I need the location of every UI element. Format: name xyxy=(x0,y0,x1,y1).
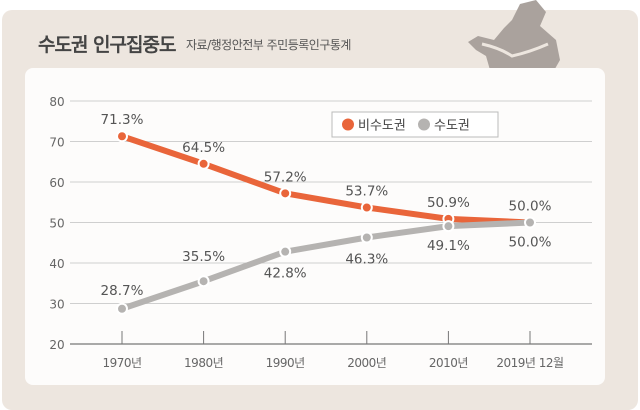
y-tick-label: 30 xyxy=(49,298,64,312)
x-tick-label: 1980년 xyxy=(184,356,223,370)
data-label: 49.1% xyxy=(427,238,470,254)
y-tick-label: 20 xyxy=(49,338,64,352)
x-tick-label: 2010년 xyxy=(429,356,468,370)
data-label: 64.5% xyxy=(182,140,225,156)
y-tick-label: 50 xyxy=(49,217,64,231)
data-point xyxy=(524,216,536,229)
data-point xyxy=(442,220,455,233)
data-label: 57.2% xyxy=(264,169,307,185)
legend-label: 수도권 xyxy=(434,119,470,134)
y-tick-label: 60 xyxy=(49,176,64,190)
y-tick-label: 40 xyxy=(49,257,64,271)
data-point xyxy=(279,187,292,200)
data-label: 50.0% xyxy=(509,199,552,215)
data-label: 50.9% xyxy=(427,195,470,211)
data-label: 53.7% xyxy=(345,184,388,200)
x-tick-label: 1990년 xyxy=(266,356,305,370)
x-tick-label: 2000년 xyxy=(347,356,386,370)
data-label: 71.3% xyxy=(101,112,144,128)
y-tick-label: 70 xyxy=(49,136,64,150)
y-tick-label: 80 xyxy=(49,95,64,109)
data-point xyxy=(116,302,128,315)
x-tick-label: 2019년 12월 xyxy=(496,356,563,370)
data-point xyxy=(360,201,373,214)
source-note: 자료/행정안전부 주민등록인구통계 xyxy=(186,38,351,52)
legend-marker xyxy=(342,118,354,131)
data-point xyxy=(279,245,292,258)
data-label: 46.3% xyxy=(345,251,388,267)
x-tick-label: 1970년 xyxy=(102,356,141,370)
data-label: 42.8% xyxy=(264,266,307,282)
data-point xyxy=(360,231,373,244)
series-line xyxy=(121,219,531,312)
data-point xyxy=(116,130,128,143)
data-label: 35.5% xyxy=(182,249,225,265)
data-label: 28.7% xyxy=(101,283,144,299)
legend-marker xyxy=(418,118,430,131)
data-point xyxy=(197,157,210,170)
page-title: 수도권 인구집중도 xyxy=(38,34,176,56)
data-label: 50.0% xyxy=(509,235,552,251)
legend xyxy=(331,111,499,138)
data-point xyxy=(197,275,210,288)
series-line xyxy=(121,133,531,226)
legend-label: 비수도권 xyxy=(358,119,406,134)
